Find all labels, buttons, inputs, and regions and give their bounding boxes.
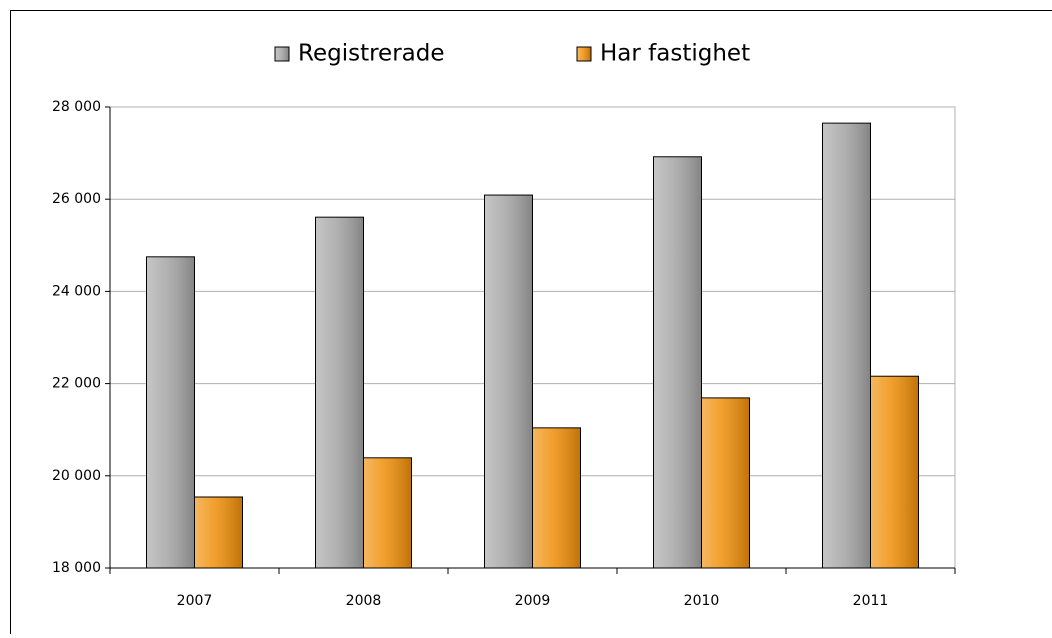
x-tick-label: 2009 [515,593,551,609]
y-tick-label: 20 000 [52,468,101,484]
bar [316,217,364,568]
y-tick-label: 24 000 [52,283,101,299]
y-tick-label: 18 000 [52,560,101,576]
y-tick-label: 28 000 [52,99,101,115]
bar [195,497,243,568]
y-tick-label: 22 000 [52,376,101,392]
legend-swatch-shine [578,48,591,61]
bar [654,157,702,568]
bar [364,458,412,568]
bar [823,123,871,568]
legend-label: Registrerade [298,41,445,67]
legend-label: Har fastighet [600,41,750,67]
x-tick-label: 2010 [684,593,720,609]
legend-swatch-shine [276,48,289,61]
y-tick-label: 26 000 [52,191,101,207]
x-tick-label: 2011 [853,593,889,609]
bar [485,195,533,568]
bar [147,257,195,568]
bar [871,376,919,568]
x-tick-label: 2007 [177,593,213,609]
x-tick-label: 2008 [346,593,382,609]
bar [533,428,581,568]
bar [702,398,750,568]
